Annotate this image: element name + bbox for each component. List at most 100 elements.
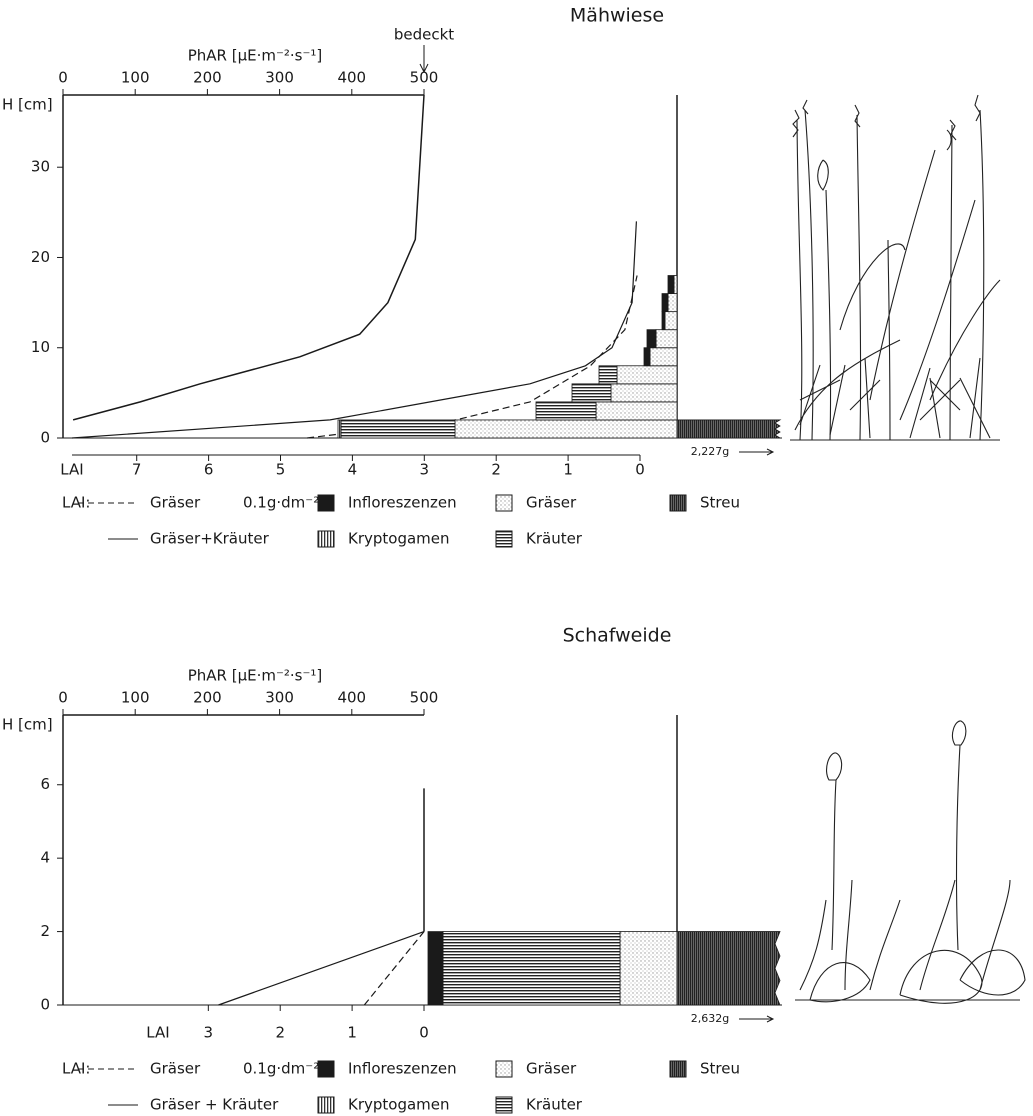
y-tick-label: 20 — [31, 248, 50, 266]
x-tick-label: 500 — [410, 689, 439, 707]
value-label-arrowhead — [766, 1015, 775, 1023]
light-curve — [72, 94, 425, 421]
lai-tick-label: 0 — [635, 461, 645, 479]
biomass-bar — [646, 329, 657, 349]
legend-label: Gräser — [150, 1060, 201, 1078]
lai-axis-label: LAI — [60, 461, 83, 479]
biomass-bar — [664, 311, 678, 331]
biomass-bar — [661, 293, 669, 313]
lai-tick-label: 5 — [276, 461, 286, 479]
plant-illustration — [790, 94, 1026, 1004]
legend-label: Gräser+Kräuter — [150, 530, 270, 548]
x-tick-label: 100 — [121, 69, 150, 87]
legend-label: Gräser — [526, 1060, 577, 1078]
scale-label: 0.1g·dm⁻² — [243, 1060, 319, 1078]
chart-title: Mähwiese — [570, 5, 664, 27]
biomass-bar — [442, 931, 621, 1006]
y-tick-label: 4 — [40, 849, 50, 867]
x-tick-label: 200 — [193, 689, 222, 707]
lai-tick-label: 3 — [204, 1024, 214, 1042]
y-tick-label: 0 — [40, 429, 50, 447]
legend-swatch — [317, 1060, 335, 1078]
value-label: 2,632g — [691, 1012, 729, 1025]
x-tick-label: 400 — [337, 689, 366, 707]
biomass-bar — [610, 383, 678, 403]
y-tick-label: 2 — [40, 922, 50, 940]
legend-label: Kryptogamen — [348, 1096, 450, 1114]
legend-swatch — [317, 494, 335, 512]
value-label-arrowhead — [766, 448, 775, 456]
biomass-bar — [535, 401, 597, 421]
y-axis-label: H [cm] — [2, 716, 53, 734]
lai-tick-label: 6 — [204, 461, 214, 479]
x-tick-label: 300 — [265, 689, 294, 707]
legend-label: Gräser — [526, 494, 577, 512]
legend-swatch — [495, 530, 513, 548]
legend-label: Gräser — [150, 494, 201, 512]
legend-swatch — [669, 494, 687, 512]
lai-line — [218, 931, 425, 1006]
lai-tick-label: 1 — [347, 1024, 357, 1042]
legend-label: Kräuter — [526, 1096, 583, 1114]
biomass-bar — [661, 311, 666, 331]
x-tick-label: 0 — [58, 689, 68, 707]
lai-axis-label: LAI — [146, 1024, 169, 1042]
biomass-bar — [595, 401, 678, 421]
biomass-bar — [673, 275, 678, 294]
y-tick-label: 30 — [31, 158, 50, 176]
legend-label: Kryptogamen — [348, 530, 450, 548]
legend-title: LAI: — [62, 1060, 90, 1078]
lai-tick-label: 0 — [419, 1024, 429, 1042]
legend-swatch — [495, 494, 513, 512]
legend-label: Gräser + Kräuter — [150, 1096, 279, 1114]
biomass-bar — [571, 383, 612, 403]
lai-tick-label: 3 — [420, 461, 430, 479]
legend-label: Infloreszenzen — [348, 1060, 457, 1078]
y-tick-label: 10 — [31, 338, 50, 356]
lai-tick-label: 2 — [275, 1024, 285, 1042]
biomass-bar — [598, 365, 618, 385]
biomass-bar — [643, 347, 651, 367]
y-tick-label: 0 — [40, 996, 50, 1014]
legend-label: Kräuter — [526, 530, 583, 548]
biomass-bar-broken — [676, 931, 781, 1006]
legend-label: Streu — [700, 1060, 740, 1078]
biomass-bar — [655, 329, 678, 349]
biomass-bar — [649, 347, 678, 367]
x-tick-label: 200 — [193, 69, 222, 87]
lai-line — [363, 931, 425, 1006]
lai-tick-label: 7 — [132, 461, 142, 479]
biomass-bar-broken — [676, 419, 782, 439]
biomass-bar — [667, 275, 675, 294]
biomass-bar — [427, 931, 444, 1006]
biomass-bar — [340, 419, 456, 439]
lai-tick-label: 4 — [348, 461, 358, 479]
legend-swatch — [495, 1096, 513, 1114]
annotation: bedeckt — [394, 26, 454, 44]
x-tick-label: 100 — [121, 689, 150, 707]
biomass-bar — [619, 931, 678, 1006]
legend-swatch — [317, 530, 335, 548]
legend-title: LAI: — [62, 494, 90, 512]
legend-swatch — [495, 1060, 513, 1078]
biomass-bar — [616, 365, 678, 385]
lai-line — [71, 221, 637, 439]
biomass-bar — [667, 293, 678, 313]
x-tick-label: 500 — [410, 69, 439, 87]
x-axis-label: PhAR [µE·m⁻²·s⁻¹] — [188, 667, 323, 685]
lai-tick-label: 2 — [491, 461, 501, 479]
annotation-arrowhead — [419, 63, 429, 74]
biomass-bar — [454, 419, 678, 439]
legend-swatch — [317, 1096, 335, 1114]
legend-swatch — [669, 1060, 687, 1078]
scale-label: 0.1g·dm⁻² — [243, 494, 319, 512]
y-tick-label: 6 — [40, 775, 50, 793]
x-tick-label: 400 — [337, 69, 366, 87]
x-tick-label: 300 — [265, 69, 294, 87]
x-tick-label: 0 — [58, 69, 68, 87]
biomass-bar — [337, 419, 342, 439]
x-axis-label: PhAR [µE·m⁻²·s⁻¹] — [188, 47, 323, 65]
y-axis-label: H [cm] — [2, 96, 53, 114]
